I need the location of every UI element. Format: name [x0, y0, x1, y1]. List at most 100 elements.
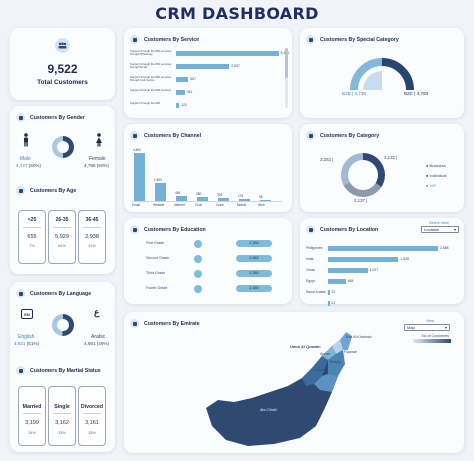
marital-title: Customers By Martial Status [30, 367, 101, 374]
location-label: Philippines [306, 246, 323, 250]
place-fujairah: Fujairah [344, 350, 357, 354]
language-donut [52, 314, 74, 336]
location-label: India [306, 257, 314, 261]
language-title: Customers By Language [30, 290, 92, 297]
english-label: English [18, 334, 35, 340]
place-sharjah: Sharjah [329, 360, 342, 364]
location-value: 1,828 [400, 257, 409, 261]
emirate-card: Customers By Emirate View Map No of Cust… [124, 312, 464, 453]
marital-icon [16, 366, 25, 375]
age-title: Customers By Age [30, 187, 77, 194]
location-value: 2,868 [440, 246, 449, 250]
channel-card: Customers By Channel 4,800 Email 1,800 Webs… [124, 124, 292, 212]
location-bar [328, 257, 399, 262]
location-value: 22 [331, 290, 336, 294]
special-category-card: Customers By Special Category B2B | 4,73… [300, 28, 464, 118]
view-select[interactable]: Map [404, 324, 450, 331]
category-title: Customers By Category [320, 132, 380, 139]
channel-bar [218, 197, 229, 201]
language-marital-card: Customers By Language EN ع English 4,831… [10, 282, 115, 452]
channel-bar [176, 196, 187, 201]
location-bar [328, 301, 330, 306]
education-value: 2,380 [236, 285, 272, 292]
channel-axis-line [132, 201, 282, 202]
location-value: 21 [331, 301, 336, 305]
age-icon [16, 186, 25, 195]
special-category-icon [306, 35, 315, 44]
education-check-icon [194, 285, 202, 293]
location-bar [328, 279, 346, 284]
service-label: Support through the 800 services through… [130, 75, 172, 83]
emirate-title: Customers By Emirate [144, 320, 200, 327]
view-label: View [426, 319, 435, 323]
channel-icon [130, 131, 139, 140]
location-label: Oman [306, 268, 316, 272]
male-value: 4,727 (50%) [16, 163, 42, 168]
location-select[interactable]: Location [421, 226, 459, 233]
female-icon [95, 133, 103, 147]
service-card: Customers By Service Support through the… [124, 28, 292, 118]
service-scrollbar[interactable] [285, 48, 288, 108]
location-label: Egypt [306, 279, 315, 283]
age-box: 36-45 2,938 31% [78, 210, 106, 264]
channel-bar [155, 183, 166, 201]
gender-donut [52, 136, 74, 158]
special-category-title: Customers By Special Category [320, 36, 399, 43]
service-icon [130, 35, 139, 44]
channel-value: 380 [196, 192, 202, 197]
channel-bar [197, 197, 208, 201]
place-ras-al-khaimah: Ras Al Khaimah [346, 335, 372, 339]
channel-bar [134, 153, 145, 201]
uae-map [206, 332, 352, 446]
marital-box: Divorced 3,161 33% [78, 386, 106, 446]
legend-individual: ● Individual [426, 173, 447, 178]
location-bar [328, 290, 330, 295]
place-abu-dhabi: Abu Dhabi [260, 408, 277, 412]
education-value: 2,382 [236, 255, 272, 262]
special-category-gauge [350, 58, 414, 91]
education-icon [130, 225, 139, 234]
education-check-icon [194, 255, 202, 263]
service-bar [176, 77, 189, 82]
channel-label: Mobile [237, 203, 247, 207]
emirate-icon [130, 319, 139, 328]
service-value: 5,434 [281, 51, 290, 55]
channel-value: 454 [175, 191, 181, 196]
place-dubai: Dubai [314, 368, 324, 372]
female-label: Female [89, 156, 106, 162]
female-value: 4,795 (50%) [84, 163, 110, 168]
service-bar [176, 51, 279, 56]
language-icon [16, 289, 25, 298]
category-business-value: 3,253 | [320, 157, 334, 162]
channel-bar [260, 199, 271, 201]
legend-business: ● Business [426, 163, 446, 168]
location-bar [328, 246, 438, 251]
channel-label: Voice [216, 203, 224, 207]
gender-title: Customers By Gender [30, 114, 85, 121]
location-bar [328, 268, 368, 273]
location-title: Customers By Location [320, 226, 379, 233]
service-value: 123 [181, 103, 187, 107]
channel-value: 4,800 [133, 148, 141, 152]
location-card: Customers By Location Select View Locati… [300, 218, 464, 306]
education-label: Fourth Grade [146, 286, 168, 290]
service-bar [176, 64, 230, 69]
channel-bar [239, 199, 250, 201]
location-value: 465 [347, 279, 354, 283]
category-vip-value: 3,137 | [354, 198, 368, 203]
legend-vip: ● VIP [426, 183, 436, 188]
channel-label: Email [132, 203, 140, 207]
english-icon: EN [21, 309, 33, 319]
education-check-icon [194, 240, 202, 248]
age-box: 26-35 5,929 62% [48, 210, 76, 264]
channel-label: Chat [195, 203, 202, 207]
channel-value: 329 [217, 192, 223, 197]
place-ajman: Ajman [320, 352, 331, 356]
service-title: Customers By Service [144, 36, 200, 43]
b2c-value: B2C | 4,783 [404, 91, 429, 96]
male-icon [22, 133, 30, 147]
arabic-label: Arabic [91, 334, 106, 340]
education-card: Customers By Education First Grade 2,380 S… [124, 218, 292, 304]
channel-value: 58 [259, 194, 263, 199]
marital-box: Married 3,199 34% [18, 386, 46, 446]
